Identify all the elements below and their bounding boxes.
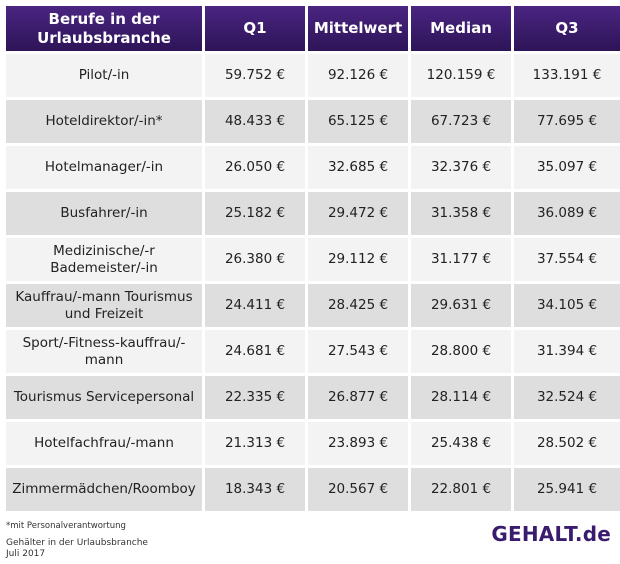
cell-median: 67.723 €: [411, 100, 511, 143]
table-row: Kauffrau/-mann Tourismus und Freizeit 24…: [6, 284, 620, 327]
cell-q3: 77.695 €: [514, 100, 620, 143]
column-header-mittelwert: Mittelwert: [308, 6, 408, 51]
cell-beruf: Sport/-Fitness-kauffrau/-mann: [6, 330, 202, 373]
cell-q1: 21.313 €: [205, 422, 305, 465]
cell-median: 120.159 €: [411, 54, 511, 97]
column-header-beruf: Berufe in der Urlaubsbranche: [6, 6, 202, 51]
table-header-row: Berufe in der Urlaubsbranche Q1 Mittelwe…: [6, 6, 620, 51]
cell-mittelwert: 23.893 €: [308, 422, 408, 465]
column-header-q1: Q1: [205, 6, 305, 51]
cell-mittelwert: 92.126 €: [308, 54, 408, 97]
cell-median: 28.114 €: [411, 376, 511, 419]
cell-mittelwert: 27.543 €: [308, 330, 408, 373]
cell-q1: 59.752 €: [205, 54, 305, 97]
cell-beruf: Kauffrau/-mann Tourismus und Freizeit: [6, 284, 202, 327]
cell-median: 31.177 €: [411, 238, 511, 281]
cell-beruf: Hotelmanager/-in: [6, 146, 202, 189]
cell-beruf: Hoteldirektor/-in*: [6, 100, 202, 143]
source-date: Juli 2017: [6, 549, 46, 559]
cell-median: 31.358 €: [411, 192, 511, 235]
table-row: Zimmermädchen/Roomboy 18.343 € 20.567 € …: [6, 468, 620, 511]
cell-beruf: Tourismus Servicepersonal: [6, 376, 202, 419]
footnote: *mit Personalverantwortung: [6, 521, 126, 531]
cell-beruf: Medizinische/-r Bademeister/-in: [6, 238, 202, 281]
salary-table: Berufe in der Urlaubsbranche Q1 Mittelwe…: [3, 3, 620, 514]
cell-median: 25.438 €: [411, 422, 511, 465]
cell-mittelwert: 29.472 €: [308, 192, 408, 235]
cell-mittelwert: 29.112 €: [308, 238, 408, 281]
brand-logo: GEHALT.de: [491, 522, 611, 546]
cell-beruf: Zimmermädchen/Roomboy: [6, 468, 202, 511]
cell-q1: 22.335 €: [205, 376, 305, 419]
cell-median: 32.376 €: [411, 146, 511, 189]
cell-q3: 25.941 €: [514, 468, 620, 511]
cell-q3: 35.097 €: [514, 146, 620, 189]
cell-q3: 36.089 €: [514, 192, 620, 235]
salary-table-container: Berufe in der Urlaubsbranche Q1 Mittelwe…: [3, 3, 620, 514]
cell-q3: 28.502 €: [514, 422, 620, 465]
cell-q1: 25.182 €: [205, 192, 305, 235]
cell-mittelwert: 28.425 €: [308, 284, 408, 327]
cell-beruf: Hotelfachfrau/-mann: [6, 422, 202, 465]
source-title: Gehälter in der Urlaubsbranche: [6, 538, 148, 548]
cell-q3: 133.191 €: [514, 54, 620, 97]
cell-median: 29.631 €: [411, 284, 511, 327]
cell-q1: 24.411 €: [205, 284, 305, 327]
cell-median: 22.801 €: [411, 468, 511, 511]
cell-mittelwert: 20.567 €: [308, 468, 408, 511]
table-row: Hoteldirektor/-in* 48.433 € 65.125 € 67.…: [6, 100, 620, 143]
cell-mittelwert: 26.877 €: [308, 376, 408, 419]
cell-mittelwert: 32.685 €: [308, 146, 408, 189]
cell-beruf: Pilot/-in: [6, 54, 202, 97]
cell-mittelwert: 65.125 €: [308, 100, 408, 143]
table-row: Medizinische/-r Bademeister/-in 26.380 €…: [6, 238, 620, 281]
column-header-median: Median: [411, 6, 511, 51]
table-row: Sport/-Fitness-kauffrau/-mann 24.681 € 2…: [6, 330, 620, 373]
cell-q1: 26.380 €: [205, 238, 305, 281]
cell-beruf: Busfahrer/-in: [6, 192, 202, 235]
cell-q1: 18.343 €: [205, 468, 305, 511]
table-row: Hotelmanager/-in 26.050 € 32.685 € 32.37…: [6, 146, 620, 189]
cell-q1: 48.433 €: [205, 100, 305, 143]
cell-q1: 26.050 €: [205, 146, 305, 189]
cell-q1: 24.681 €: [205, 330, 305, 373]
table-row: Hotelfachfrau/-mann 21.313 € 23.893 € 25…: [6, 422, 620, 465]
cell-q3: 31.394 €: [514, 330, 620, 373]
column-header-q3: Q3: [514, 6, 620, 51]
source-note: Gehälter in der Urlaubsbranche Juli 2017: [6, 538, 148, 560]
cell-q3: 34.105 €: [514, 284, 620, 327]
cell-q3: 32.524 €: [514, 376, 620, 419]
table-row: Pilot/-in 59.752 € 92.126 € 120.159 € 13…: [6, 54, 620, 97]
table-row: Tourismus Servicepersonal 22.335 € 26.87…: [6, 376, 620, 419]
table-row: Busfahrer/-in 25.182 € 29.472 € 31.358 €…: [6, 192, 620, 235]
cell-median: 28.800 €: [411, 330, 511, 373]
cell-q3: 37.554 €: [514, 238, 620, 281]
